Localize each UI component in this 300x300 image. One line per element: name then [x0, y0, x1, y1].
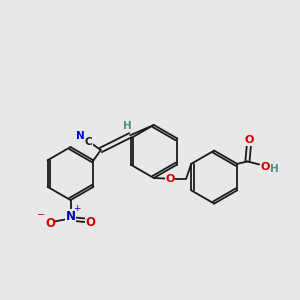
Text: O: O	[45, 217, 55, 230]
Text: H: H	[123, 122, 132, 131]
Text: C: C	[85, 137, 92, 147]
Text: H: H	[270, 164, 279, 174]
Text: −: −	[37, 210, 45, 220]
Text: O: O	[244, 135, 254, 145]
Text: N: N	[76, 130, 85, 141]
Text: N: N	[65, 210, 76, 223]
Text: O: O	[260, 162, 270, 172]
Text: O: O	[85, 216, 95, 229]
Text: +: +	[73, 203, 81, 212]
Text: O: O	[165, 174, 175, 184]
